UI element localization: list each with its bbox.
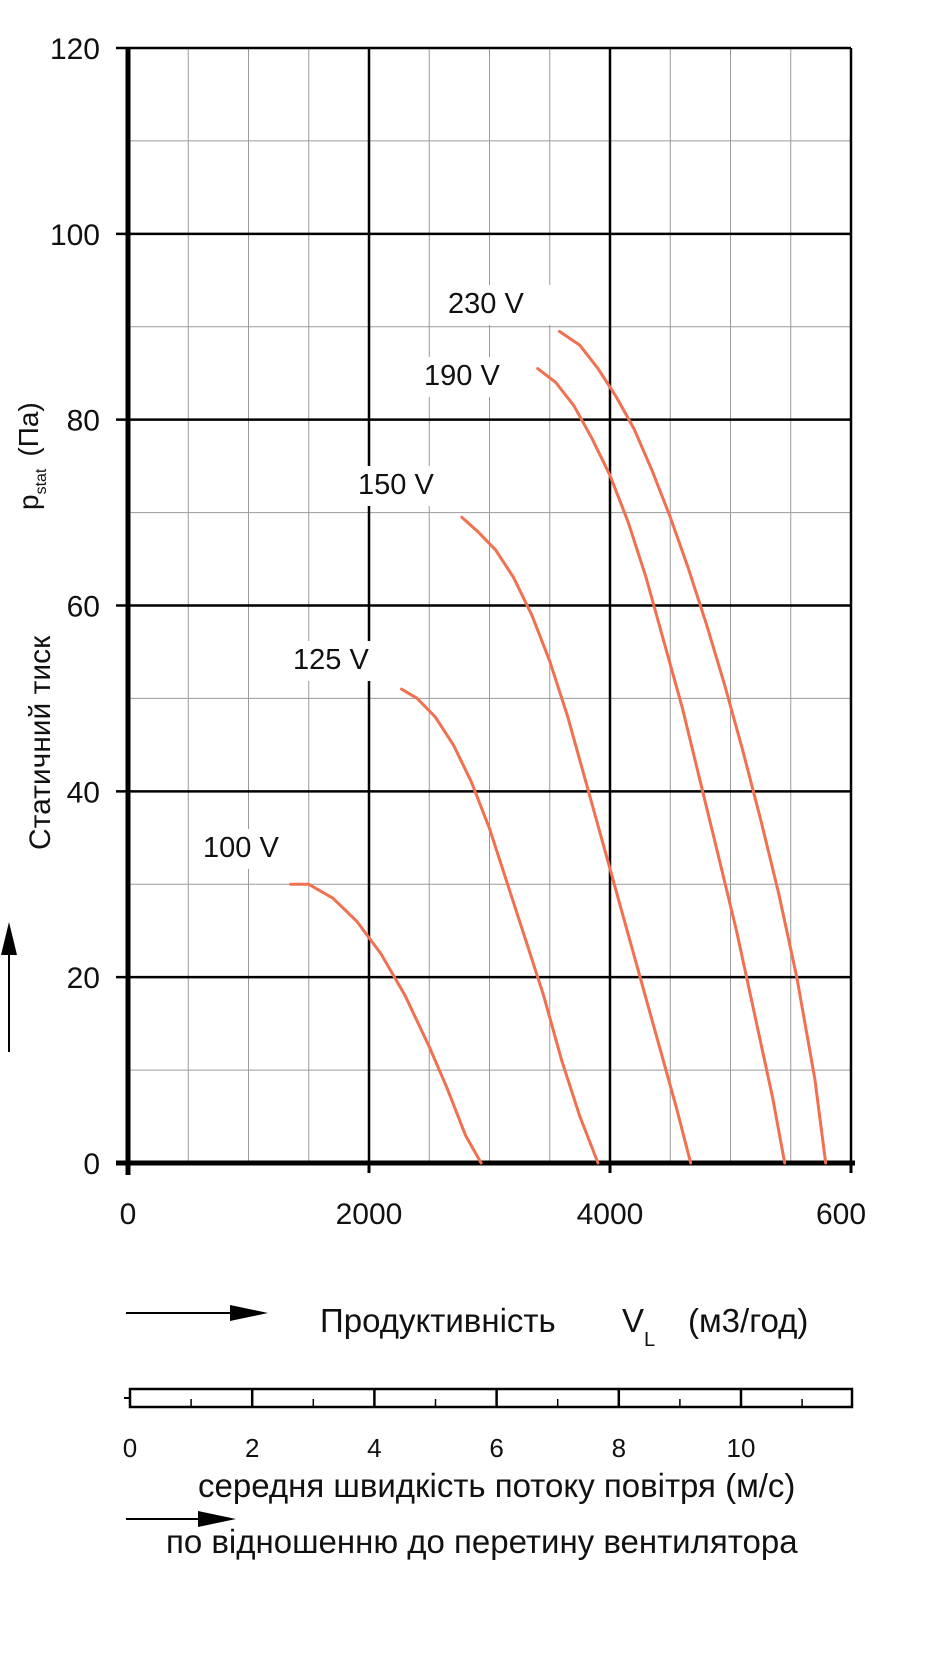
major-grid bbox=[116, 46, 853, 1171]
curve-label-background bbox=[344, 466, 462, 506]
curve-label: 100 V bbox=[203, 832, 279, 864]
axes bbox=[116, 48, 855, 1175]
x-tick-label: 2000 bbox=[336, 1198, 403, 1231]
y-tick-label: 80 bbox=[67, 405, 100, 438]
curve-label: 190 V bbox=[424, 360, 500, 392]
y-axis-title: Статичний тиск bbox=[24, 635, 57, 850]
y-tick-label: 60 bbox=[67, 591, 100, 624]
speed-scale-tick-label: 2 bbox=[245, 1433, 259, 1463]
curve-190v bbox=[536, 367, 787, 1165]
speed-scale-tick-label: 8 bbox=[612, 1433, 626, 1463]
speed-scale-tick-label: 10 bbox=[727, 1433, 756, 1463]
x-tick-label: 0 bbox=[120, 1198, 137, 1231]
curve-150v bbox=[460, 515, 693, 1165]
speed-caption-line2: по відношенню до перетину вентилятора bbox=[166, 1523, 798, 1560]
curve-label: 230 V bbox=[448, 288, 524, 320]
air-speed-scale: 0 2 4 6 8 10 bbox=[123, 1387, 854, 1463]
y-tick-label: 20 bbox=[67, 962, 100, 995]
y-axis-arrow bbox=[1, 922, 17, 1052]
curve-label: 125 V bbox=[293, 644, 369, 676]
y-tick-label: 40 bbox=[67, 776, 100, 809]
y-tick-label: 100 bbox=[50, 219, 100, 252]
y-axis-symbol-subscript: stat bbox=[33, 468, 50, 494]
svg-text:pstat(Па): pstat (Па) bbox=[13, 402, 50, 510]
curve-labels: 100 V 125 V 150 V 190 V 230 V bbox=[189, 285, 552, 869]
y-axis-label: Статичний тиск bbox=[24, 635, 57, 850]
curve-label-background bbox=[189, 829, 307, 869]
y-tick-label: 0 bbox=[83, 1148, 100, 1181]
curve-label-background bbox=[434, 285, 552, 325]
speed-scale-tick-label: 4 bbox=[367, 1433, 381, 1463]
x-tick-label: 600 bbox=[816, 1198, 866, 1231]
curve-230v bbox=[557, 329, 828, 1165]
y-axis-symbol: pstat (Па) bbox=[13, 402, 50, 510]
y-axis-symbol-letter: p bbox=[13, 494, 44, 510]
y-tick-label: 120 bbox=[50, 33, 100, 66]
curve-label-background bbox=[410, 357, 528, 397]
voltage-curves bbox=[289, 329, 828, 1165]
speed-caption-line1: середня швидкість потоку повітря (м/с) bbox=[198, 1467, 795, 1504]
y-axis-unit: (Па) bbox=[13, 402, 44, 456]
x-axis-symbol-letter: V bbox=[622, 1302, 644, 1339]
curve-label-background bbox=[279, 641, 397, 681]
tick-labels: 0 20 40 60 80 100 120 0 2000 4000 600 bbox=[50, 33, 866, 1231]
svg-text:Статичний тиск: Статичний тиск bbox=[24, 635, 57, 850]
curve-label: 150 V bbox=[358, 469, 434, 501]
x-axis-arrow bbox=[126, 1305, 268, 1321]
speed-scale-bar bbox=[128, 1387, 854, 1409]
speed-scale-tick-label: 6 bbox=[489, 1433, 503, 1463]
x-axis-title: Продуктивність VL (м3/год) bbox=[320, 1302, 808, 1351]
curve-100v bbox=[289, 882, 483, 1165]
speed-scale-tick-label: 0 bbox=[123, 1433, 137, 1463]
speed-caption-arrow bbox=[126, 1511, 236, 1527]
x-axis-label: Продуктивність bbox=[320, 1302, 556, 1339]
x-axis-symbol-subscript: L bbox=[644, 1329, 655, 1351]
x-axis-unit: (м3/год) bbox=[688, 1302, 808, 1339]
x-tick-label: 4000 bbox=[577, 1198, 644, 1231]
curve-125v bbox=[400, 687, 600, 1165]
